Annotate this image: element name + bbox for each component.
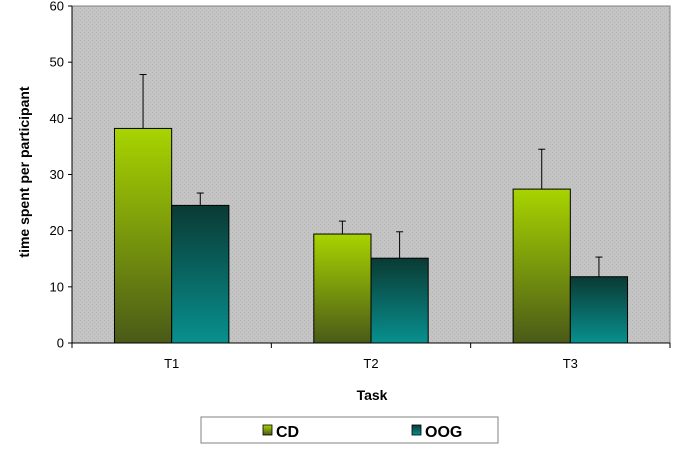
bar-cd-t3 (512, 188, 571, 344)
y-tick-label: 60 (50, 0, 64, 14)
legend-label-cd: CD (276, 424, 299, 441)
y-axis-title: time spent per participant (16, 86, 32, 257)
x-axis: T1 T2 T3 (71, 342, 671, 371)
legend: CD OOG (200, 416, 499, 444)
y-tick-label: 0 (57, 336, 64, 351)
legend-swatch-oog (411, 424, 422, 436)
x-axis-title: Task (357, 387, 388, 403)
x-tick-label: T1 (164, 356, 179, 371)
legend-label-oog: OOG (425, 424, 462, 441)
legend-box (200, 416, 499, 444)
bars (113, 127, 629, 344)
y-tick-label: 30 (50, 167, 64, 182)
bar-cd-t2 (313, 233, 372, 344)
y-axis: 0 10 20 30 40 50 60 (50, 0, 73, 351)
bar-oog-t2 (370, 257, 429, 344)
bar-cd-t1 (113, 127, 173, 344)
error-bars (139, 74, 603, 277)
y-tick-label: 50 (50, 55, 64, 70)
y-tick-label: 10 (50, 279, 64, 294)
bar-oog-t1 (171, 204, 230, 344)
x-tick-label: T3 (563, 356, 578, 371)
bar-oog-t3 (569, 276, 629, 344)
x-tick-label: T2 (363, 356, 378, 371)
legend-swatch-cd (262, 424, 273, 436)
y-tick-label: 20 (50, 223, 64, 238)
y-tick-label: 40 (50, 111, 64, 126)
